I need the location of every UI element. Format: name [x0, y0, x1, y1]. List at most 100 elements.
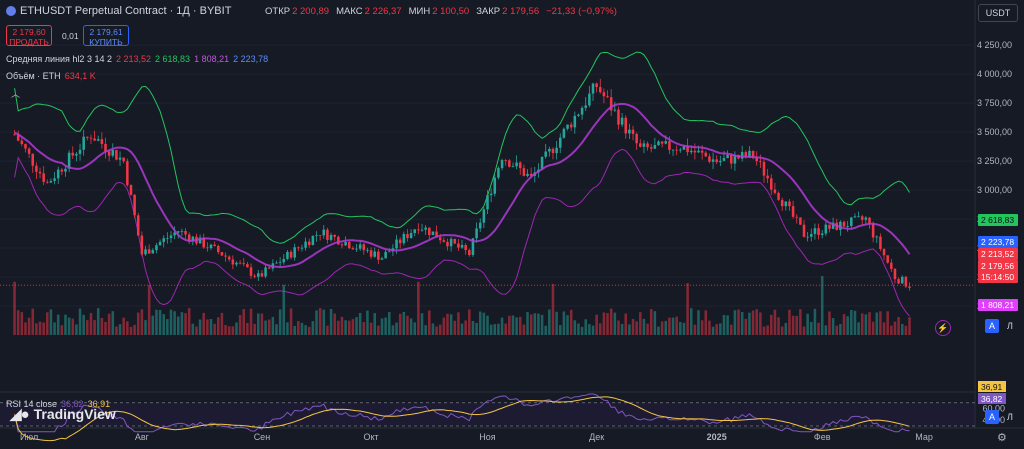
rsi-log-scale-button[interactable]: Л — [1007, 412, 1013, 422]
volume-bar — [893, 321, 897, 335]
candle-body — [497, 168, 500, 178]
candle-body — [369, 250, 373, 257]
candle-body — [689, 150, 693, 153]
candle-body — [751, 150, 755, 158]
volume-bar — [740, 312, 744, 335]
volume-bar — [31, 308, 35, 335]
candle-body — [409, 233, 413, 239]
candle-body — [613, 109, 617, 111]
volume-bar — [675, 316, 678, 335]
collapse-legend-button[interactable]: ︿ — [8, 88, 23, 101]
candle-body — [569, 124, 573, 128]
upper-band-label-bg — [978, 214, 1018, 226]
candle-body — [118, 157, 122, 160]
candle-body — [264, 267, 267, 277]
candle-body — [351, 248, 355, 250]
lower-band-label-bg — [978, 299, 1018, 311]
candle-body — [64, 168, 67, 172]
auto-scale-button[interactable]: A — [985, 319, 999, 333]
volume-bar — [402, 311, 406, 335]
rsi-auto-scale-button[interactable]: A — [985, 410, 999, 424]
candle-body — [213, 244, 216, 247]
candle-body — [722, 158, 726, 161]
close-price-label-bg — [978, 260, 1018, 272]
volume-bar — [744, 318, 748, 335]
volume-bar — [759, 312, 762, 335]
candle-body — [504, 160, 507, 161]
volume-bar — [304, 325, 307, 335]
volume-bar — [147, 285, 151, 335]
volume-bar — [100, 318, 104, 335]
candle-body — [584, 105, 588, 108]
change-value: −21,33 (−0,97%) — [546, 6, 617, 17]
candle-body — [529, 173, 533, 176]
volume-bar — [329, 308, 333, 335]
volume-bar — [417, 281, 420, 335]
time-tick-label: Июл — [20, 432, 38, 442]
candle-body — [668, 141, 671, 150]
candle-body — [682, 145, 686, 150]
candle-body — [318, 235, 322, 237]
rsi-ma-label-bg — [978, 381, 1006, 392]
candle-body — [642, 143, 646, 147]
candle-body — [162, 238, 165, 242]
volume-bar — [689, 308, 693, 335]
volume-bar — [686, 283, 689, 335]
candle-body — [329, 234, 333, 240]
candle-body — [420, 229, 424, 231]
time-tick-label: Окт — [363, 432, 378, 442]
candle-body — [791, 206, 795, 217]
candle-body — [820, 233, 824, 235]
volume-bar — [882, 322, 886, 335]
candle-body — [508, 160, 511, 167]
ohlc-values: ОТКР 2 200,89 МАКС 2 226,37 МИН 2 100,50 ЗА… — [265, 6, 624, 17]
candle-body — [20, 140, 24, 145]
logo-text: TradingView — [33, 406, 116, 422]
volume-bar — [104, 321, 107, 335]
sell-button[interactable]: 2 179,60 ПРОДАТЬ — [6, 25, 52, 47]
volume-bar — [264, 320, 267, 335]
symbol-title[interactable]: ETHUSDT Perpetual Contract · 1Д · BYBIT — [6, 5, 231, 17]
volume-bar — [868, 312, 871, 335]
volume-bar — [471, 320, 475, 335]
candle-body — [740, 152, 744, 159]
log-scale-button[interactable]: Л — [1007, 321, 1013, 331]
volume-bar — [537, 313, 540, 335]
currency-button[interactable]: USDT — [978, 4, 1018, 22]
volume-bar — [337, 320, 340, 335]
candle-body — [875, 236, 879, 238]
volume-bar — [795, 315, 799, 335]
volume-bar — [708, 320, 711, 335]
volume-bar — [766, 325, 769, 335]
indicator-ma-legend[interactable]: Средняя линия hl2 3 14 2 2 213,52 2 618,… — [6, 54, 272, 64]
candle-body — [366, 250, 369, 251]
candle-body — [217, 246, 220, 253]
candle-body — [886, 255, 889, 263]
candle-body — [387, 251, 391, 253]
volume-bar — [842, 314, 846, 335]
candle-body — [166, 238, 169, 239]
candle-body — [398, 239, 402, 244]
candle-body — [238, 262, 242, 264]
ma-value-2: 2 618,83 — [155, 54, 191, 64]
candle-body — [471, 238, 475, 255]
candle-body — [813, 228, 817, 234]
lightning-icon[interactable]: ⚡ — [935, 320, 951, 336]
candle-body — [435, 231, 438, 238]
candle-body — [806, 236, 809, 238]
candle-body — [857, 216, 860, 218]
gear-icon[interactable]: ⚙ — [997, 432, 1007, 444]
volume-bar — [591, 325, 595, 335]
indicator-volume-legend[interactable]: Объём · ETH 634,1 K — [6, 71, 100, 81]
candle-body — [686, 145, 689, 153]
buy-button[interactable]: 2 179,61 КУПИТЬ — [83, 25, 129, 47]
volume-bar — [162, 314, 165, 335]
volume-bar — [187, 308, 191, 335]
candle-body — [453, 238, 457, 244]
candle-body — [799, 217, 802, 225]
volume-bar — [318, 308, 322, 335]
rsi-legend[interactable]: RSI 14 close 36,82 36,91 — [6, 399, 114, 409]
tradingview-logo[interactable]: ◢● TradingView — [10, 405, 116, 423]
volume-bar — [267, 319, 271, 335]
